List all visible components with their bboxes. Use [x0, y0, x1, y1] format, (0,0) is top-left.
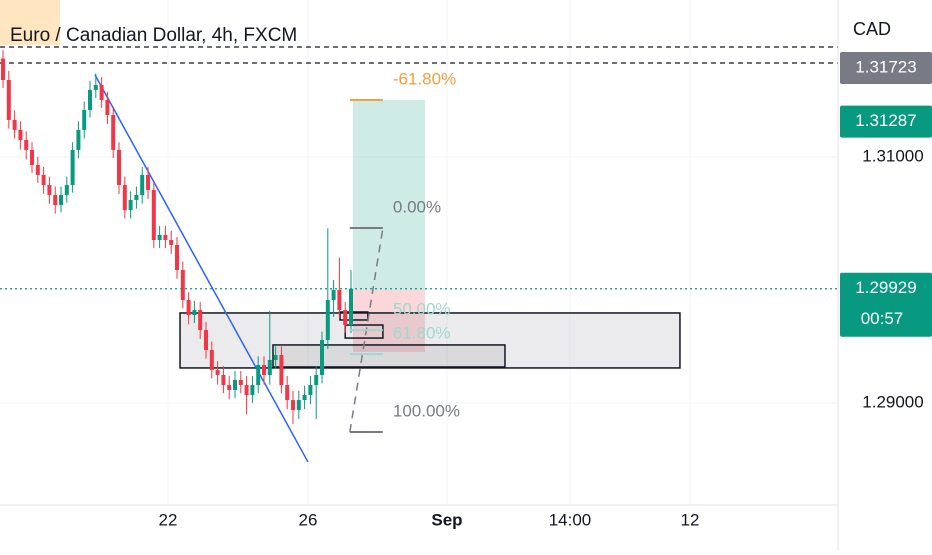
candle-body: [209, 349, 214, 371]
y-tick-label: 1.29000: [862, 393, 923, 412]
price-label-box: [840, 52, 932, 85]
candle-body: [59, 194, 64, 205]
candle-body: [314, 374, 319, 386]
candle-body: [134, 194, 139, 201]
candle-body: [53, 194, 58, 205]
candle-body: [308, 385, 313, 396]
candle-body: [319, 340, 324, 375]
candle-body: [140, 174, 145, 195]
candle-body: [192, 310, 197, 316]
candle-body: [279, 355, 284, 386]
candle-body: [175, 244, 180, 271]
candle-body: [24, 139, 29, 150]
x-tick-label: 14:00: [549, 510, 592, 529]
trendline: [94, 74, 309, 463]
candle-body: [262, 365, 267, 375]
candle-body: [256, 365, 261, 386]
fib-label: 50.00%: [393, 300, 451, 319]
candle-body: [233, 380, 238, 390]
candle-body: [88, 89, 93, 110]
chart-title: Euro / Canadian Dollar, 4h, FXCM: [10, 25, 297, 46]
countdown-label: 00:57: [861, 309, 904, 328]
candle-body: [348, 288, 353, 326]
candle-body: [93, 85, 98, 90]
y-tick-label: 1.31000: [862, 146, 923, 165]
fib-label: 61.80%: [393, 324, 451, 343]
fib-label: -61.80%: [393, 70, 456, 89]
candle-body: [111, 115, 116, 150]
currency-label: CAD: [853, 19, 891, 39]
candle-body: [122, 185, 127, 210]
x-tick-label: 26: [299, 510, 318, 529]
candle-body: [215, 370, 220, 375]
candle-body: [331, 289, 336, 301]
candle-body: [337, 289, 342, 311]
candle-body: [186, 300, 191, 316]
candle-body: [291, 400, 296, 411]
candle-body: [76, 129, 81, 150]
candle-body: [273, 355, 278, 360]
price-label-box: [840, 105, 932, 138]
candle-body: [64, 185, 69, 195]
candle-body: [302, 395, 307, 401]
candle-body: [47, 185, 52, 195]
x-tick-label: 22: [159, 510, 178, 529]
candle-body: [82, 109, 87, 130]
plot-layer: -61.80% 0.00% 50.00% 61.80% 100.00%: [0, 0, 838, 505]
highlight-region: [0, 0, 60, 45]
price-label-box: [840, 272, 932, 337]
candle-body: [227, 385, 232, 390]
candle-body: [267, 359, 272, 375]
candle-body: [157, 234, 162, 241]
candle-body: [296, 400, 301, 411]
candle-body: [1, 58, 6, 80]
candle-body: [117, 149, 122, 186]
price-label: 1.31287: [855, 111, 916, 130]
candle-body: [146, 174, 151, 190]
candle-body: [325, 300, 330, 341]
candle-body: [18, 129, 23, 140]
candle-body: [30, 149, 35, 165]
candle-body: [285, 385, 290, 401]
candle-body: [128, 200, 133, 210]
zone-box: [339, 311, 369, 321]
zone-box: [272, 344, 506, 368]
candle-body: [343, 310, 348, 326]
fib-label: 0.00%: [393, 197, 441, 216]
candle-body: [198, 310, 203, 331]
candle-body: [221, 374, 226, 386]
candle-body: [169, 240, 174, 245]
x-tick-label: Sep: [431, 510, 462, 529]
candle-body: [6, 79, 11, 120]
candle-body: [12, 119, 17, 130]
candle-body: [35, 164, 40, 175]
candle-body: [99, 85, 104, 101]
candle-body: [180, 270, 185, 301]
price-label: 1.31723: [855, 58, 916, 77]
x-tick-label: 12: [681, 510, 700, 529]
fib-label: 100.00%: [393, 402, 460, 421]
candle-body: [151, 189, 156, 241]
candle-body: [250, 385, 255, 396]
candle-body: [238, 380, 243, 386]
candle-body: [105, 100, 110, 116]
candle-body: [163, 234, 168, 241]
candle-body: [204, 330, 209, 350]
candle-body: [244, 385, 249, 396]
price-label: 1.29929: [855, 278, 916, 297]
position-profit-zone: [352, 100, 426, 290]
zone-box: [179, 312, 681, 369]
candle-body: [41, 174, 46, 186]
candle-body: [70, 149, 75, 186]
